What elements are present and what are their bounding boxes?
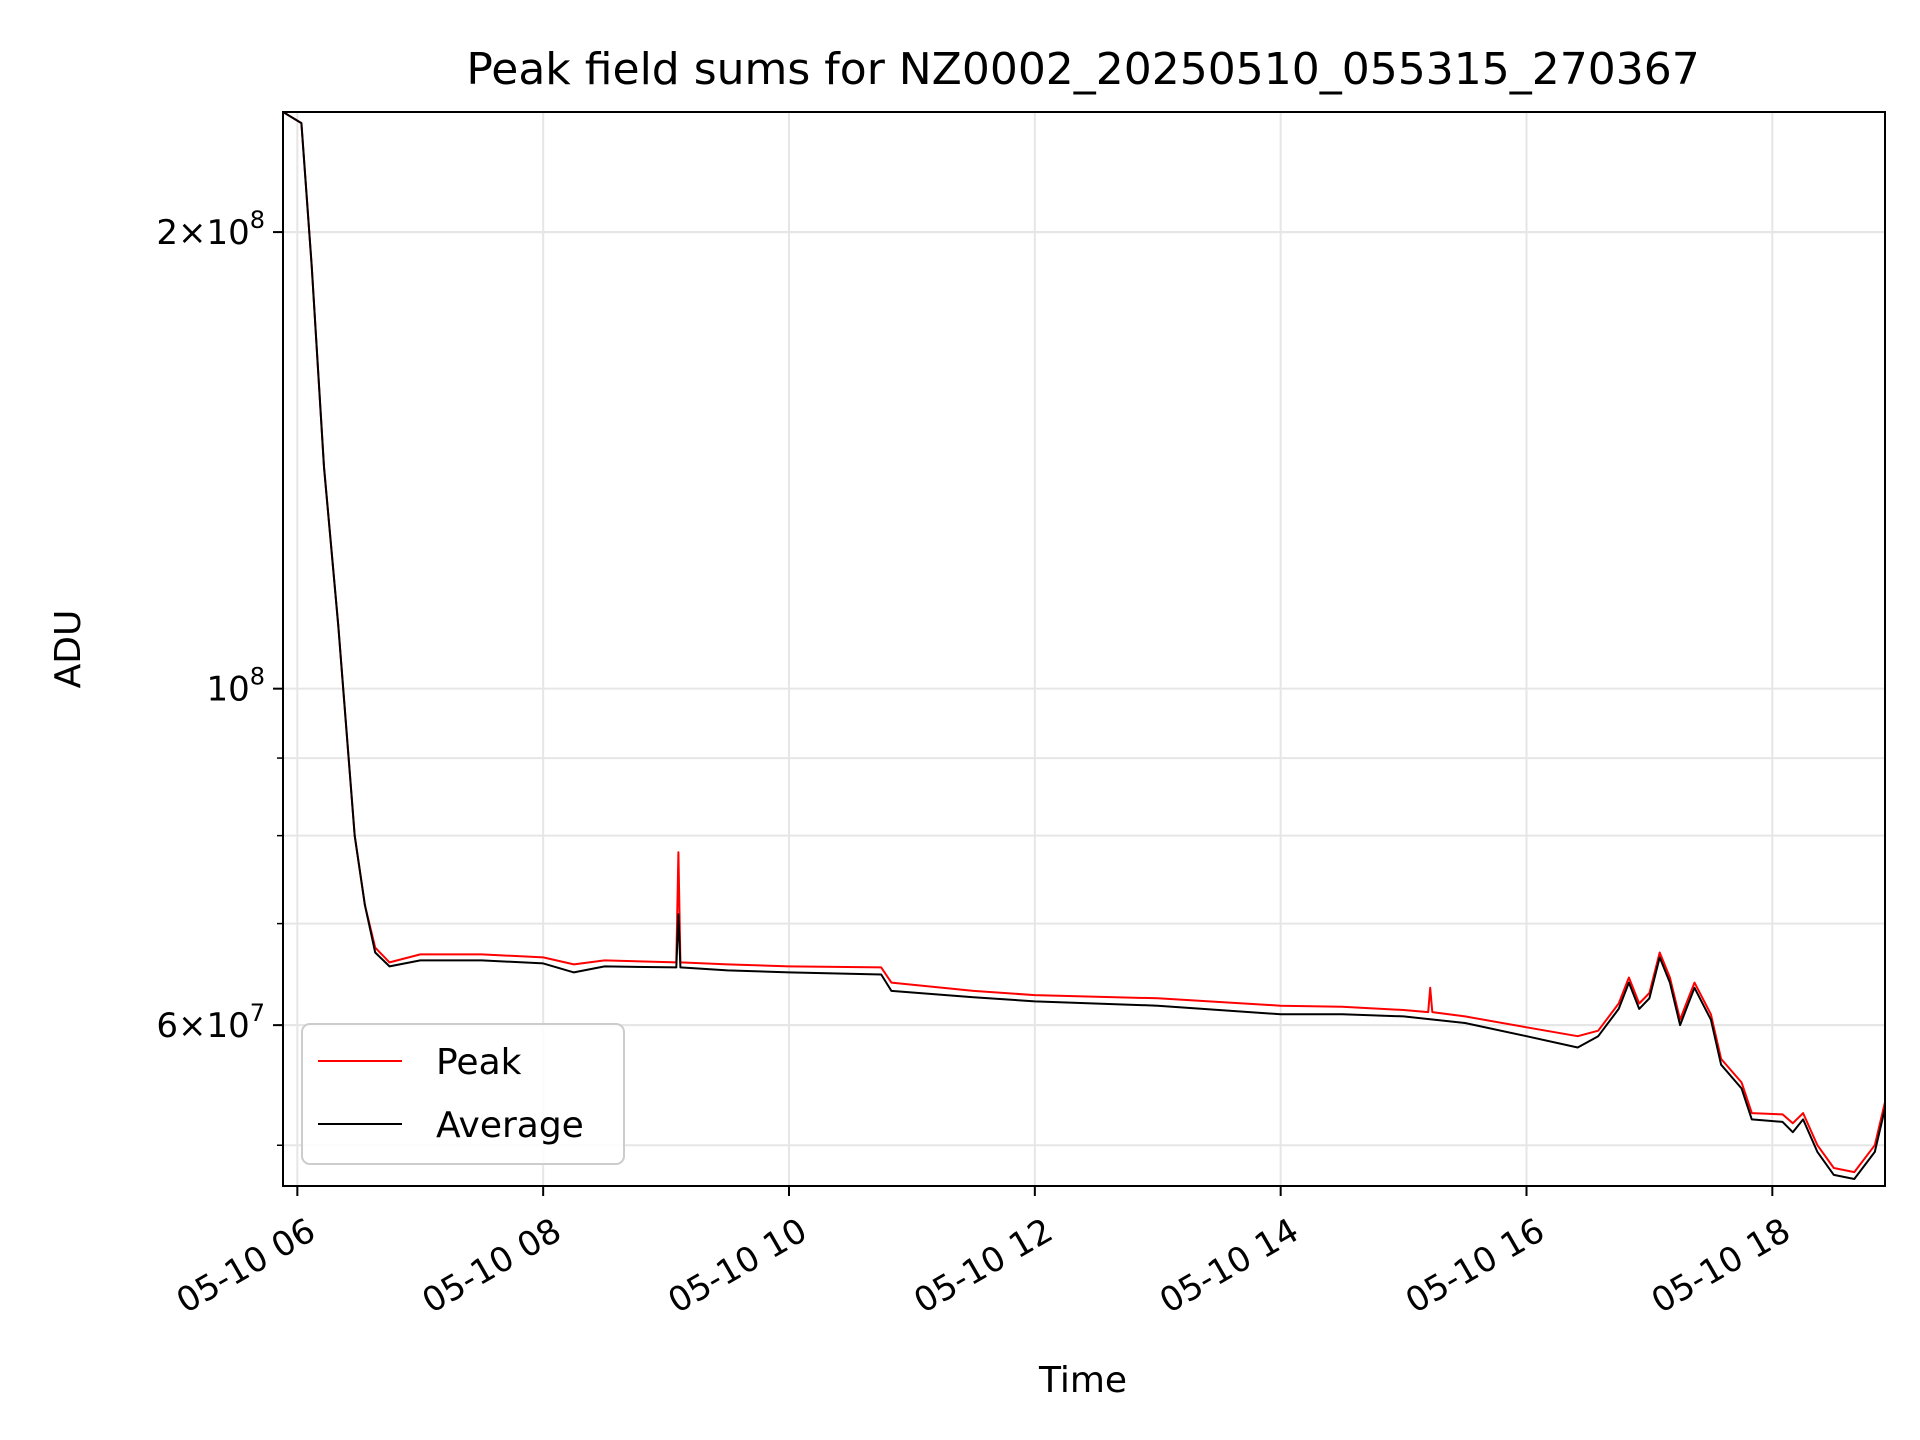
series-layer — [283, 112, 1885, 1180]
legend-box — [301, 1023, 625, 1165]
y-tick-label: 108 — [206, 663, 265, 710]
y-axis-label: ADU — [48, 610, 89, 689]
series-line-peak — [283, 112, 1885, 1174]
plot-frame — [282, 111, 1886, 1187]
y-tick-label: 6×107 — [156, 999, 265, 1046]
series-line-average — [283, 112, 1885, 1180]
chart-title: Peak field sums for NZ0002_20250510_0553… — [466, 44, 1699, 95]
y-tick-label: 2×108 — [156, 206, 265, 253]
legend-label-average: Average — [436, 1105, 584, 1146]
x-axis-label: Time — [1038, 1360, 1127, 1401]
legend-label-peak: Peak — [436, 1042, 522, 1083]
y-axis: 6×107 108 2×108 — [156, 206, 283, 1146]
legend: Peak Average — [301, 1023, 625, 1165]
